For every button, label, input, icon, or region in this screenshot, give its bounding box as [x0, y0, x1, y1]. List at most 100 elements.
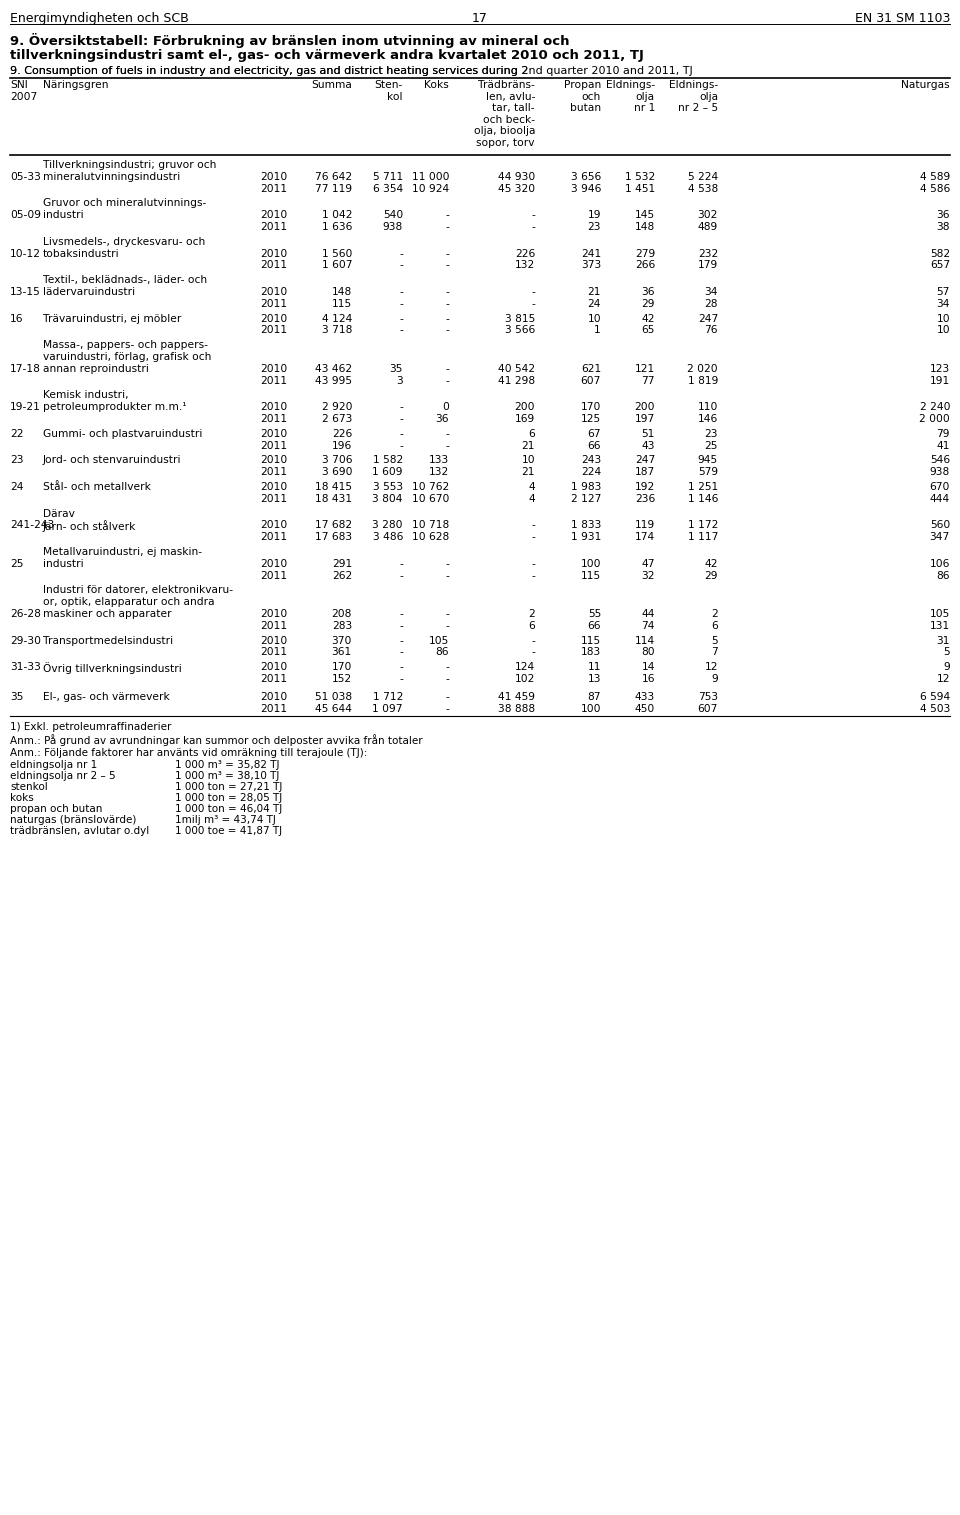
- Text: 38 888: 38 888: [498, 703, 535, 714]
- Text: maskiner och apparater: maskiner och apparater: [43, 609, 172, 620]
- Text: 25: 25: [10, 559, 23, 568]
- Text: 29-30: 29-30: [10, 636, 41, 645]
- Text: 115: 115: [581, 571, 601, 580]
- Text: 114: 114: [635, 636, 655, 645]
- Text: 1 636: 1 636: [322, 223, 352, 232]
- Text: 607: 607: [581, 376, 601, 386]
- Text: 10: 10: [936, 326, 950, 335]
- Text: 10-12: 10-12: [10, 248, 41, 259]
- Text: 5: 5: [711, 636, 718, 645]
- Text: 34: 34: [705, 286, 718, 297]
- Text: Jord- och stenvaruindustri: Jord- och stenvaruindustri: [43, 456, 181, 465]
- Text: Övrig tillverkningsindustri: Övrig tillverkningsindustri: [43, 662, 181, 674]
- Text: 169: 169: [515, 414, 535, 424]
- Text: -: -: [445, 261, 449, 270]
- Text: 945: 945: [698, 456, 718, 465]
- Text: 6 354: 6 354: [372, 183, 403, 194]
- Text: 146: 146: [698, 414, 718, 424]
- Text: 938: 938: [929, 467, 950, 477]
- Text: 1milj m³ = 43,74 TJ: 1milj m³ = 43,74 TJ: [175, 815, 276, 826]
- Text: 4 124: 4 124: [322, 314, 352, 324]
- Text: 76: 76: [705, 326, 718, 335]
- Text: 42: 42: [705, 559, 718, 568]
- Text: -: -: [445, 571, 449, 580]
- Text: tobaksindustri: tobaksindustri: [43, 248, 120, 259]
- Text: 57: 57: [937, 286, 950, 297]
- Text: -: -: [445, 223, 449, 232]
- Text: 540: 540: [383, 211, 403, 220]
- Text: naturgas (bränslovärde): naturgas (bränslovärde): [10, 815, 136, 826]
- Text: industri: industri: [43, 559, 84, 568]
- Text: 10 628: 10 628: [412, 532, 449, 542]
- Text: -: -: [399, 636, 403, 645]
- Text: 1 582: 1 582: [372, 456, 403, 465]
- Text: 302: 302: [698, 211, 718, 220]
- Text: 1) Exkl. petroleumraffinaderier: 1) Exkl. petroleumraffinaderier: [10, 723, 172, 732]
- Text: 3 553: 3 553: [372, 482, 403, 492]
- Text: 05-33: 05-33: [10, 171, 41, 182]
- Text: -: -: [445, 298, 449, 309]
- Text: 241-243: 241-243: [10, 520, 55, 530]
- Text: 41 298: 41 298: [498, 376, 535, 386]
- Text: 1 097: 1 097: [372, 703, 403, 714]
- Text: 1 833: 1 833: [570, 520, 601, 530]
- Text: 1 000 m³ = 35,82 TJ: 1 000 m³ = 35,82 TJ: [175, 761, 279, 771]
- Text: 9: 9: [944, 662, 950, 673]
- Text: -: -: [531, 532, 535, 542]
- Text: 131: 131: [929, 621, 950, 630]
- Text: 25: 25: [705, 441, 718, 450]
- Text: -: -: [399, 314, 403, 324]
- Text: -: -: [399, 441, 403, 450]
- Text: 23: 23: [10, 456, 23, 465]
- Text: Anm.: Följande faktorer har använts vid omräkning till terajoule (TJ):: Anm.: Följande faktorer har använts vid …: [10, 748, 368, 759]
- Text: -: -: [445, 609, 449, 620]
- Text: 17 682: 17 682: [315, 520, 352, 530]
- Text: 6: 6: [528, 621, 535, 630]
- Text: Därav: Därav: [43, 509, 75, 518]
- Text: 2 673: 2 673: [322, 414, 352, 424]
- Text: 11 000: 11 000: [412, 171, 449, 182]
- Text: 51 038: 51 038: [315, 692, 352, 701]
- Text: -: -: [399, 559, 403, 568]
- Text: 1 000 toe = 41,87 TJ: 1 000 toe = 41,87 TJ: [175, 826, 282, 836]
- Text: 1 042: 1 042: [322, 211, 352, 220]
- Text: -: -: [531, 298, 535, 309]
- Text: 247: 247: [698, 314, 718, 324]
- Text: -: -: [531, 647, 535, 658]
- Text: -: -: [399, 429, 403, 439]
- Text: Trävaruindustri, ej möbler: Trävaruindustri, ej möbler: [43, 314, 181, 324]
- Text: -: -: [399, 647, 403, 658]
- Text: 2010: 2010: [260, 248, 287, 259]
- Text: 23: 23: [705, 429, 718, 439]
- Text: 187: 187: [635, 467, 655, 477]
- Text: 1 712: 1 712: [372, 692, 403, 701]
- Text: Koks: Koks: [424, 80, 449, 89]
- Text: 2011: 2011: [260, 298, 287, 309]
- Text: 24: 24: [10, 482, 23, 492]
- Text: 9: 9: [711, 674, 718, 683]
- Text: 192: 192: [635, 482, 655, 492]
- Text: 40 542: 40 542: [498, 364, 535, 374]
- Text: 241: 241: [581, 248, 601, 259]
- Text: 291: 291: [332, 559, 352, 568]
- Text: Textil-, beklädnads-, läder- och: Textil-, beklädnads-, läder- och: [43, 276, 207, 285]
- Text: 1 983: 1 983: [570, 482, 601, 492]
- Text: 100: 100: [581, 703, 601, 714]
- Text: 2010: 2010: [260, 429, 287, 439]
- Text: 34: 34: [937, 298, 950, 309]
- Text: 12: 12: [705, 662, 718, 673]
- Text: 224: 224: [581, 467, 601, 477]
- Text: 105: 105: [929, 609, 950, 620]
- Text: varuindustri, förlag, grafisk och: varuindustri, förlag, grafisk och: [43, 351, 211, 362]
- Text: 582: 582: [930, 248, 950, 259]
- Text: -: -: [445, 314, 449, 324]
- Text: -: -: [399, 286, 403, 297]
- Text: -: -: [445, 559, 449, 568]
- Text: 124: 124: [515, 662, 535, 673]
- Text: 19: 19: [588, 211, 601, 220]
- Text: 31-33: 31-33: [10, 662, 41, 673]
- Text: 6 594: 6 594: [920, 692, 950, 701]
- Text: 19-21: 19-21: [10, 401, 41, 412]
- Text: 607: 607: [698, 703, 718, 714]
- Text: 2010: 2010: [260, 609, 287, 620]
